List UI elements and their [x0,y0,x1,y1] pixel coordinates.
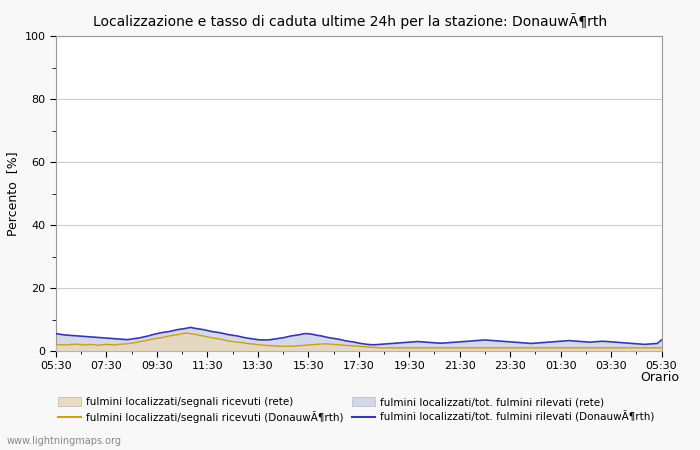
Y-axis label: Percento  [%]: Percento [%] [6,151,19,236]
Legend: fulmini localizzati/segnali ricevuti (rete), fulmini localizzati/segnali ricevut: fulmini localizzati/segnali ricevuti (re… [58,397,655,423]
Text: www.lightningmaps.org: www.lightningmaps.org [7,436,122,446]
Text: Orario: Orario [640,371,679,384]
Text: Localizzazione e tasso di caduta ultime 24h per la stazione: DonauwÃ¶rth: Localizzazione e tasso di caduta ultime … [93,14,607,29]
